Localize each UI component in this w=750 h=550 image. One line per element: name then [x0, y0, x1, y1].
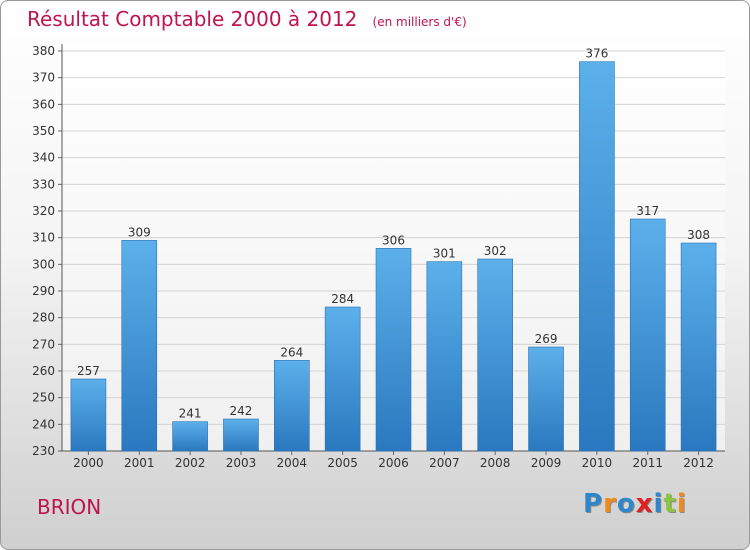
y-tick-label: 250: [32, 391, 55, 405]
bar-2003: [223, 418, 259, 452]
data-label-2012: 308: [687, 228, 710, 242]
place-name: BRION: [37, 495, 102, 519]
data-label-2003: 242: [230, 404, 253, 418]
y-tick-label: 330: [32, 177, 55, 191]
x-tick-label: 2006: [378, 456, 409, 470]
data-label-2009: 269: [535, 332, 558, 346]
data-label-2002: 241: [179, 407, 202, 421]
logo-letter: o: [616, 489, 636, 519]
x-tick-label: 2009: [531, 456, 562, 470]
y-tick-label: 270: [32, 337, 55, 351]
bar-2011: [629, 218, 666, 452]
bar-2001: [121, 240, 158, 452]
bar-2000: [70, 378, 107, 452]
y-tick-label: 360: [32, 97, 55, 111]
x-tick-label: 2000: [73, 456, 104, 470]
logo-letter: r: [603, 489, 617, 519]
bar-2009: [528, 346, 564, 452]
y-tick-label: 290: [32, 284, 55, 298]
y-tick-label: 350: [32, 124, 55, 138]
logo-letter: t: [663, 489, 677, 519]
x-tick-label: 2008: [480, 456, 511, 470]
data-label-2010: 376: [585, 47, 608, 61]
y-tick-label: 230: [32, 444, 55, 458]
data-label-2005: 284: [331, 292, 354, 306]
bar-2010: [579, 61, 615, 452]
x-tick-label: 2011: [632, 456, 663, 470]
x-tick-label: 2005: [327, 456, 358, 470]
data-label-2004: 264: [280, 345, 303, 359]
bar-2007: [426, 261, 463, 452]
title-row: Résultat Comptable 2000 à 2012 (en milli…: [27, 7, 467, 31]
bar-2005: [324, 306, 361, 452]
x-tick-label: 2010: [582, 456, 613, 470]
x-tick-label: 2002: [175, 456, 206, 470]
x-tick-label: 2003: [226, 456, 257, 470]
bar-2008: [477, 258, 513, 452]
y-tick-label: 370: [32, 71, 55, 85]
y-tick-label: 340: [32, 151, 55, 165]
chart-title: Résultat Comptable 2000 à 2012: [27, 7, 358, 31]
bars: [70, 61, 717, 452]
x-tick-label: 2007: [429, 456, 460, 470]
logo-letter: i: [653, 489, 664, 519]
data-label-2001: 309: [128, 225, 151, 239]
bar-2004: [274, 360, 310, 452]
logo-letter: x: [635, 489, 654, 519]
x-tick-label: 2001: [124, 456, 155, 470]
data-label-2011: 317: [636, 204, 659, 218]
y-tick-label: 320: [32, 204, 55, 218]
y-tick-label: 380: [32, 44, 55, 58]
proxiti-logo: Proxiti: [583, 489, 687, 519]
data-labels: 257 309 241 242 264 284 306 301 302 269 376 317 308: [77, 47, 710, 421]
x-tick-label: 2004: [277, 456, 308, 470]
data-label-2008: 302: [484, 244, 507, 258]
y-tick-label: 310: [32, 231, 55, 245]
logo-letter: P: [583, 489, 604, 519]
chart-subtitle: (en milliers d'€): [372, 15, 467, 29]
y-tick-label: 240: [32, 417, 55, 431]
y-tick-label: 300: [32, 257, 55, 271]
bar-2002: [172, 421, 208, 452]
bar-2012: [680, 242, 717, 452]
y-tick-label: 280: [32, 311, 55, 325]
y-tick-label: 260: [32, 364, 55, 378]
data-label-2007: 301: [433, 247, 456, 261]
x-tick-label: 2012: [683, 456, 714, 470]
data-label-2006: 306: [382, 233, 405, 247]
bar-2006: [375, 248, 412, 452]
data-label-2000: 257: [77, 364, 100, 378]
logo-letter: i: [676, 489, 687, 519]
